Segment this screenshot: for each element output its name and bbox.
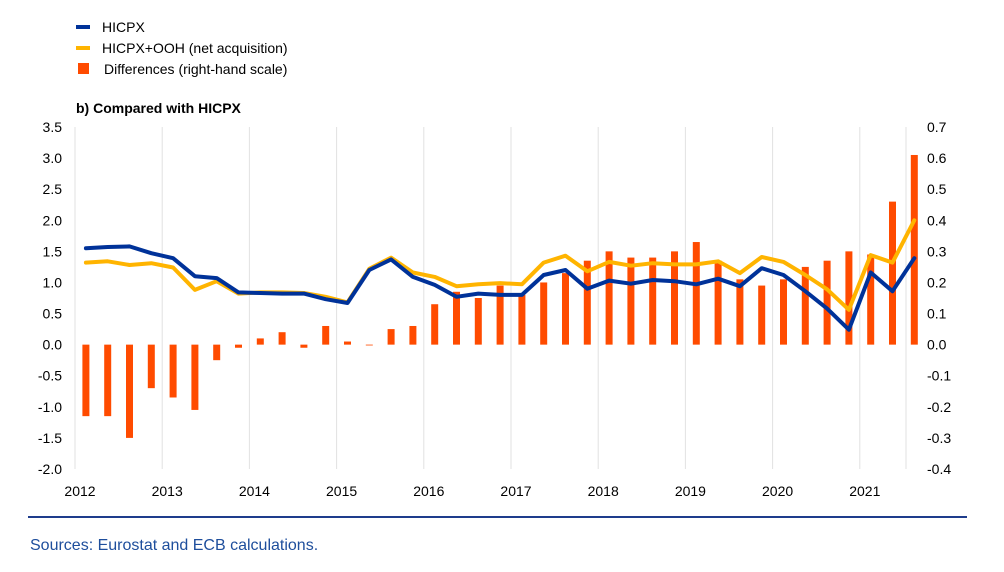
bar-difference [518, 294, 526, 345]
x-tick-label: 2014 [239, 483, 270, 499]
y-right-tick-label: -0.4 [927, 461, 951, 477]
legend-swatch-differences [78, 63, 89, 74]
legend-item-hicpx-ooh: HICPX+OOH (net acquisition) [76, 37, 288, 58]
bar-difference [736, 279, 744, 345]
y-right-tick-label: 0.0 [927, 337, 947, 353]
y-right-tick-label: 0.5 [927, 181, 947, 197]
legend-item-differences: Differences (right-hand scale) [76, 58, 288, 79]
y-left-tick-label: 3.5 [43, 119, 63, 135]
bar-difference [889, 201, 896, 345]
legend-label-hicpx-ooh: HICPX+OOH (net acquisition) [102, 39, 288, 56]
y-right-tick-label: 0.3 [927, 243, 947, 259]
bar-difference [823, 260, 831, 345]
bar-difference [496, 285, 504, 345]
bar-difference [126, 344, 133, 438]
bar-difference [104, 344, 112, 417]
bar-difference [780, 279, 787, 345]
bar-difference [627, 257, 635, 345]
series-line-hicpx-ooh [83, 218, 917, 312]
bar-difference [344, 341, 351, 345]
y-left-tick-label: 1.0 [43, 274, 63, 290]
legend-swatch-hicpx [76, 24, 90, 29]
bar-difference [867, 254, 875, 345]
bar-difference [191, 344, 199, 410]
bar-difference [235, 344, 242, 348]
bar-difference [256, 338, 264, 345]
bar-difference [562, 273, 569, 345]
chart-subtitle: b) Compared with HICPX [76, 100, 241, 116]
bar-difference [845, 251, 853, 345]
bar-difference [758, 285, 766, 345]
x-tick-label: 2013 [152, 483, 183, 499]
bar-difference [474, 298, 482, 345]
legend-label-differences: Differences (right-hand scale) [104, 60, 288, 77]
bar-difference [278, 332, 286, 345]
y-right-tick-label: -0.2 [927, 399, 951, 415]
bar-difference [169, 344, 177, 398]
y-right-tick-label: 0.1 [927, 306, 947, 322]
bar-difference [300, 344, 308, 348]
bar-difference [605, 251, 613, 345]
sources-note: Sources: Eurostat and ECB calculations. [30, 537, 319, 554]
y-left-tick-label: 3.0 [43, 150, 63, 166]
bar-difference [540, 282, 548, 345]
legend-item-hicpx: HICPX [76, 16, 288, 37]
y-right-tick-label: -0.3 [927, 430, 951, 446]
y-right-tick-label: -0.1 [927, 368, 951, 384]
y-left-tick-label: -1.5 [38, 430, 62, 446]
legend-label-hicpx: HICPX [102, 18, 145, 35]
x-tick-label: 2015 [326, 483, 357, 499]
bar-difference [213, 344, 221, 361]
y-left-tick-label: 0.5 [43, 306, 63, 322]
x-tick-label: 2018 [588, 483, 619, 499]
y-right-tick-label: 0.6 [927, 150, 947, 166]
x-tick-label: 2012 [64, 483, 95, 499]
series-line-hicpx [83, 244, 917, 332]
y-left-tick-label: -0.5 [38, 368, 62, 384]
x-tick-label: 2017 [500, 483, 531, 499]
bar-difference [649, 257, 657, 345]
bar-difference [82, 344, 90, 417]
bar-difference [409, 325, 417, 345]
bar-difference [801, 266, 809, 345]
x-tick-label: 2021 [849, 483, 880, 499]
bar-difference [671, 251, 678, 345]
y-right-tick-label: 0.7 [927, 119, 947, 135]
x-tick-label: 2016 [413, 483, 444, 499]
bar-difference [387, 329, 395, 345]
y-left-tick-label: 1.5 [43, 243, 63, 259]
y-left-tick-label: -1.0 [38, 399, 62, 415]
x-tick-label: 2020 [762, 483, 793, 499]
y-left-tick-label: 2.5 [43, 181, 63, 197]
bar-difference [147, 344, 155, 389]
chart-plot: 3.5 3.0 2.5 2.0 1.5 1.0 0.5 0.0 -0.5 -1.0 -1.5 -2.0… [38, 119, 951, 499]
bar-difference [910, 154, 918, 345]
bar-difference [322, 325, 330, 345]
y-right-tick-label: 0.2 [927, 274, 947, 290]
bar-difference [365, 344, 373, 346]
bar-difference [692, 242, 700, 345]
x-tick-label: 2019 [675, 483, 706, 499]
bar-difference [714, 260, 722, 345]
bar-difference [431, 304, 439, 345]
legend-swatch-hicpx-ooh [76, 45, 90, 50]
y-right-tick-label: 0.4 [927, 212, 947, 228]
y-left-tick-label: 0.0 [43, 337, 63, 353]
footer-divider [28, 516, 967, 518]
bar-difference [583, 260, 591, 345]
y-left-tick-label: -2.0 [38, 461, 62, 477]
bar-difference [453, 291, 460, 345]
chart-legend: HICPX HICPX+OOH (net acquisition) Differ… [76, 16, 288, 79]
y-left-tick-label: 2.0 [43, 212, 63, 228]
